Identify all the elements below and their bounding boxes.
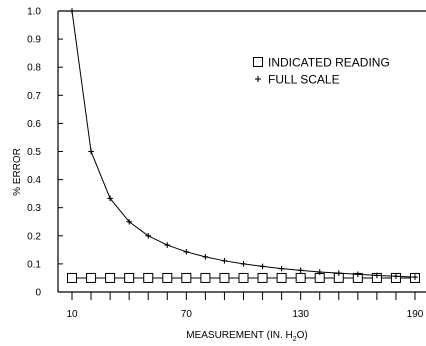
full-scale-point: [126, 218, 132, 225]
y-axis: 0 0.1 0.2 0.3 0.4 0.5 0.6 0.7 0.8 0.9 1.0: [27, 7, 63, 299]
x-axis-label-main: MEASUREMENT (IN. H: [186, 330, 293, 341]
x-axis-label-subscript: 2: [293, 336, 297, 343]
y-tick-label: 0: [35, 288, 41, 299]
indicated-reading-point: [86, 272, 97, 283]
full-scale-point: [316, 269, 323, 275]
full-scale-point: [164, 242, 171, 248]
legend-label: FULL SCALE: [268, 73, 340, 87]
full-scale-point: [145, 233, 152, 239]
y-tick-label: 0.3: [27, 203, 41, 214]
full-scale-point: [69, 8, 75, 14]
y-tick-label: 0.6: [27, 119, 41, 130]
x-axis: 10 70 130 190: [66, 292, 424, 320]
y-tick-label: 1.0: [27, 7, 41, 18]
full-scale-point: [259, 263, 266, 270]
indicated-reading-point: [200, 272, 211, 283]
plot-area: [67, 8, 420, 283]
y-tick-label: 0.9: [27, 35, 41, 46]
indicated-reading-point: [295, 272, 306, 283]
legend-plus-icon: [255, 76, 261, 82]
x-tick-label: 70: [181, 309, 193, 320]
full-scale-point: [335, 270, 342, 276]
y-tick-label: 0.2: [27, 231, 41, 242]
indicated-reading-point: [257, 272, 268, 283]
full-scale-point: [355, 271, 361, 278]
indicated-reading-point: [105, 272, 116, 283]
indicated-reading-point: [67, 272, 77, 283]
full-scale-point: [278, 265, 285, 272]
y-tick-label: 0.1: [27, 259, 41, 270]
x-tick-label: 190: [407, 309, 424, 320]
x-axis-label: MEASUREMENT (IN. H2O): [186, 330, 308, 343]
indicated-reading-point: [162, 272, 173, 283]
y-tick-label: 0.5: [27, 147, 41, 158]
full-scale-point: [412, 274, 418, 280]
x-tick-label: 10: [66, 309, 78, 320]
full-scale-point: [393, 273, 399, 280]
legend-square-icon: [253, 57, 263, 67]
indicated-reading-point: [238, 272, 249, 283]
y-tick-label: 0.8: [27, 63, 41, 74]
full-scale-point: [202, 254, 209, 260]
full-scale-point: [240, 261, 247, 267]
legend: INDICATED READING FULL SCALE: [253, 56, 390, 87]
y-tick-label: 0.4: [27, 175, 41, 186]
full-scale-point: [374, 272, 380, 279]
y-axis-label: % ERROR: [12, 148, 23, 196]
x-tick-label: 130: [292, 309, 309, 320]
full-scale-point: [183, 249, 190, 255]
full-scale-point: [221, 258, 228, 264]
indicated-reading-point: [181, 272, 192, 283]
axes: [57, 10, 426, 293]
full-scale-line: [71, 10, 416, 278]
indicated-reading-point: [124, 272, 135, 283]
x-axis-label-end: O): [297, 330, 308, 341]
indicated-reading-point: [219, 272, 230, 283]
indicated-reading-point: [276, 272, 287, 283]
legend-label: INDICATED READING: [268, 56, 390, 70]
y-tick-label: 0.7: [27, 91, 41, 102]
indicated-reading-point: [143, 272, 154, 283]
full-scale-point: [88, 148, 94, 155]
full-scale-point: [107, 195, 113, 202]
full-scale-point: [297, 267, 304, 274]
